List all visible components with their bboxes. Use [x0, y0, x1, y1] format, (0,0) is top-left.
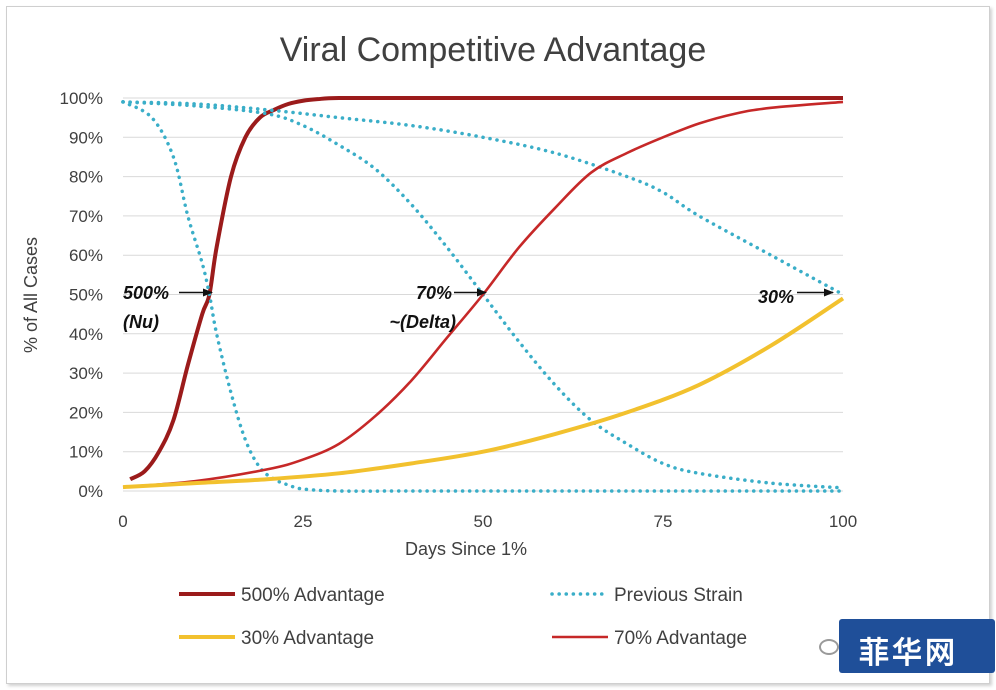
series-line-previous-strain	[121, 100, 845, 297]
y-tick-label: 40%	[69, 325, 103, 344]
series-line-500-advantage	[129, 95, 844, 482]
annotation-label: 70%	[416, 283, 452, 303]
series-line-70-advantage	[122, 100, 844, 489]
legend-label: 30% Advantage	[241, 628, 374, 649]
annotation-label: 30%	[758, 287, 794, 307]
annotations: 500% (Nu) 70% ~(Delta) 30%	[123, 283, 834, 332]
annotation-label: 500%	[123, 283, 169, 303]
watermark-logo: 菲华网	[819, 619, 995, 673]
y-tick-label: 80%	[69, 168, 103, 187]
x-tick-label: 75	[654, 512, 673, 531]
x-tick-label: 25	[294, 512, 313, 531]
x-axis-label: Days Since 1%	[405, 539, 527, 559]
chat-bubble-icon	[819, 639, 839, 655]
y-tick-label: 100%	[60, 89, 103, 108]
y-tick-label: 0%	[78, 482, 103, 501]
y-tick-label: 50%	[69, 286, 103, 305]
watermark-text: 菲华网	[859, 637, 958, 670]
line-chart: Viral Competitive Advantage 0% 10% 20% 30% 4…	[21, 31, 857, 649]
y-tick-label: 10%	[69, 443, 103, 462]
legend: 500% Advantage Previous Strain 30% Advanta…	[179, 585, 747, 649]
chart-frame: Viral Competitive Advantage 0% 10% 20% 30% 4…	[6, 6, 995, 684]
y-tick-label: 60%	[69, 246, 103, 265]
y-tick-label: 70%	[69, 207, 103, 226]
x-tick-label: 0	[118, 512, 127, 531]
x-axis-ticks: 0 25 50 75 100	[118, 512, 857, 531]
legend-label: 500% Advantage	[241, 585, 385, 606]
annotation-sublabel: (Nu)	[123, 312, 159, 332]
series-line-30-advantage	[122, 296, 845, 490]
y-tick-label: 20%	[69, 403, 103, 422]
legend-label: 70% Advantage	[614, 628, 747, 649]
y-axis-label: % of All Cases	[21, 237, 41, 353]
x-tick-label: 50	[474, 512, 493, 531]
y-tick-label: 90%	[69, 128, 103, 147]
y-axis-ticks: 0% 10% 20% 30% 40% 50% 60% 70% 80% 90% 100%	[60, 89, 103, 501]
annotation-sublabel: ~(Delta)	[389, 312, 456, 332]
chart-title: Viral Competitive Advantage	[280, 31, 707, 69]
legend-label: Previous Strain	[614, 585, 743, 606]
x-tick-label: 100	[829, 512, 857, 531]
y-tick-label: 30%	[69, 364, 103, 383]
